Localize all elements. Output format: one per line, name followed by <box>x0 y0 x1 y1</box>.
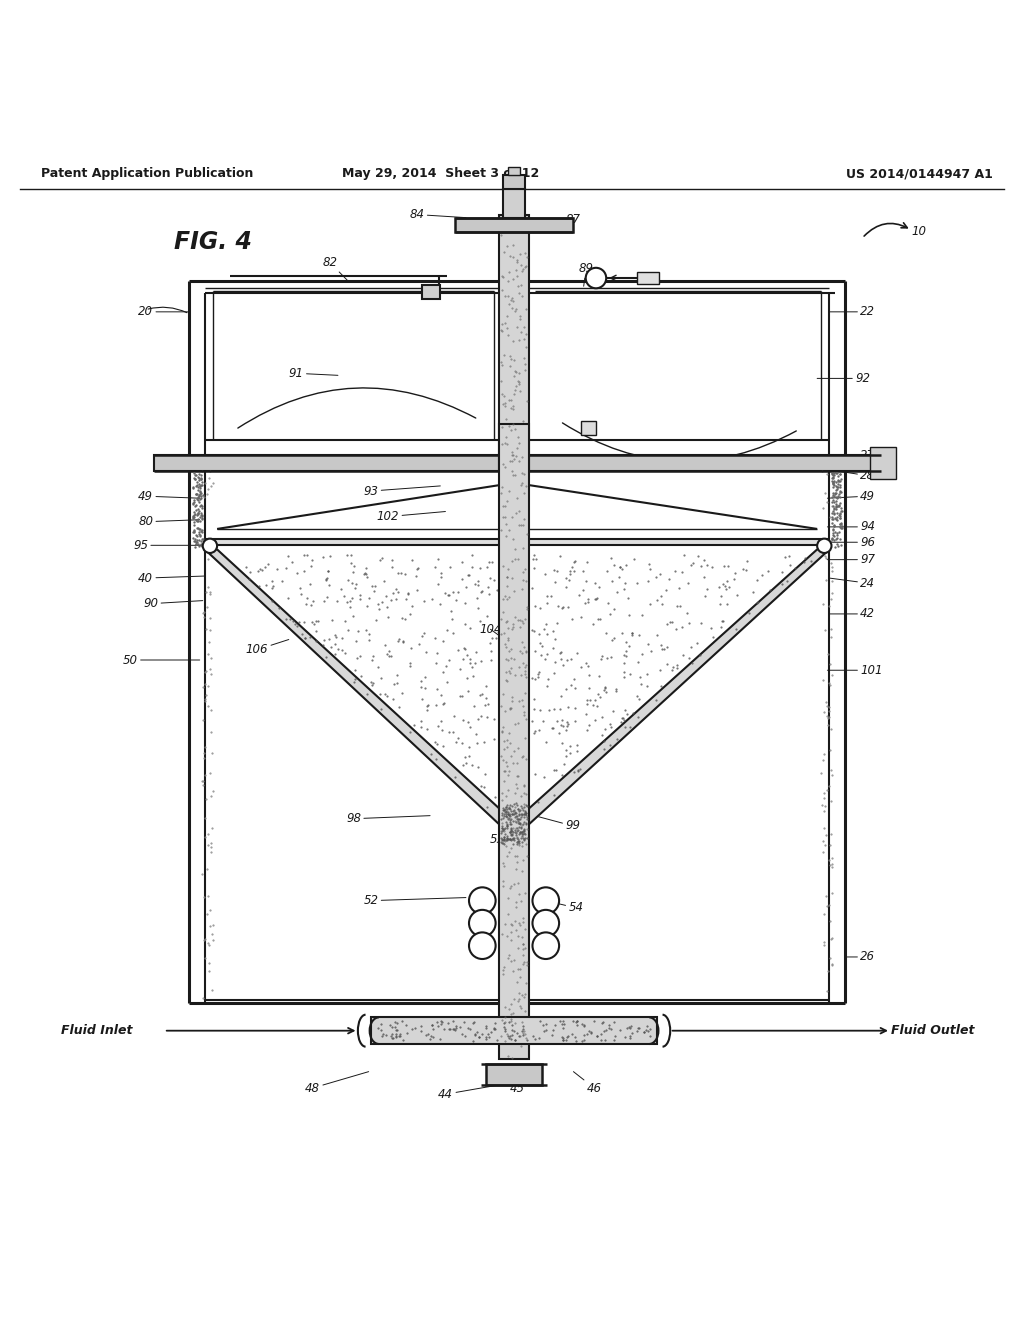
Circle shape <box>469 887 496 913</box>
Polygon shape <box>523 549 829 824</box>
Text: 84: 84 <box>410 209 466 220</box>
Bar <box>154 455 881 470</box>
Bar <box>455 218 573 232</box>
Circle shape <box>203 539 217 553</box>
Bar <box>503 174 525 189</box>
Text: 104: 104 <box>479 623 502 638</box>
Text: 10: 10 <box>911 226 927 239</box>
Text: 20: 20 <box>138 305 189 318</box>
Text: 80: 80 <box>138 515 200 528</box>
Text: 94: 94 <box>827 520 876 533</box>
Text: Patent Application Publication: Patent Application Publication <box>41 168 253 180</box>
Text: 49: 49 <box>827 490 876 503</box>
Text: 42: 42 <box>829 607 876 620</box>
Text: 89: 89 <box>579 263 594 286</box>
Bar <box>504 189 524 218</box>
Circle shape <box>469 909 496 936</box>
Text: 46: 46 <box>573 1072 602 1094</box>
Text: 82: 82 <box>323 256 348 281</box>
Text: 86: 86 <box>512 232 527 248</box>
Text: US 2014/0144947 A1: US 2014/0144947 A1 <box>847 168 993 180</box>
Text: 55: 55 <box>489 833 512 846</box>
Text: 87: 87 <box>548 213 581 230</box>
Text: Fluid Inlet: Fluid Inlet <box>61 1024 133 1038</box>
Bar <box>499 215 529 470</box>
Text: 52: 52 <box>364 894 466 907</box>
Text: 26: 26 <box>845 950 876 964</box>
Text: 28: 28 <box>835 469 876 482</box>
Text: Fluid Outlet: Fluid Outlet <box>891 1024 975 1038</box>
Text: 101: 101 <box>827 664 883 677</box>
Bar <box>485 1064 543 1085</box>
Text: 88: 88 <box>502 482 517 495</box>
Text: 45: 45 <box>510 1069 525 1094</box>
Text: 93: 93 <box>364 484 440 498</box>
Text: 49: 49 <box>138 490 200 503</box>
Text: May 29, 2014  Sheet 3 of 12: May 29, 2014 Sheet 3 of 12 <box>342 168 539 180</box>
Bar <box>581 421 596 434</box>
Text: 90: 90 <box>143 597 203 610</box>
Circle shape <box>532 887 559 913</box>
Text: 24: 24 <box>829 577 876 590</box>
Text: 27: 27 <box>835 449 876 462</box>
Text: 95: 95 <box>133 539 203 552</box>
Bar <box>870 447 896 479</box>
Text: 48: 48 <box>305 1072 369 1094</box>
Bar <box>637 272 659 284</box>
Circle shape <box>532 932 559 960</box>
Text: 44: 44 <box>438 1085 499 1101</box>
Text: FIG. 4: FIG. 4 <box>174 230 252 255</box>
Bar <box>508 168 520 174</box>
Bar <box>371 1018 657 1044</box>
Circle shape <box>469 932 496 960</box>
Text: 97: 97 <box>827 553 876 566</box>
Circle shape <box>817 539 831 553</box>
Text: 98: 98 <box>346 812 430 825</box>
Text: 99: 99 <box>535 816 581 833</box>
Bar <box>422 285 440 298</box>
Polygon shape <box>205 549 505 824</box>
Text: 22: 22 <box>829 305 876 318</box>
Bar <box>499 425 529 1060</box>
Text: 92: 92 <box>817 372 870 385</box>
Text: 102: 102 <box>377 510 445 523</box>
Circle shape <box>586 268 606 288</box>
Text: 96: 96 <box>827 536 876 549</box>
Bar <box>205 539 829 545</box>
Text: 40: 40 <box>138 572 205 585</box>
Text: 106: 106 <box>246 639 289 656</box>
Text: 91: 91 <box>289 367 338 380</box>
Text: 50: 50 <box>123 653 200 667</box>
Circle shape <box>532 909 559 936</box>
Text: 54: 54 <box>532 898 584 915</box>
